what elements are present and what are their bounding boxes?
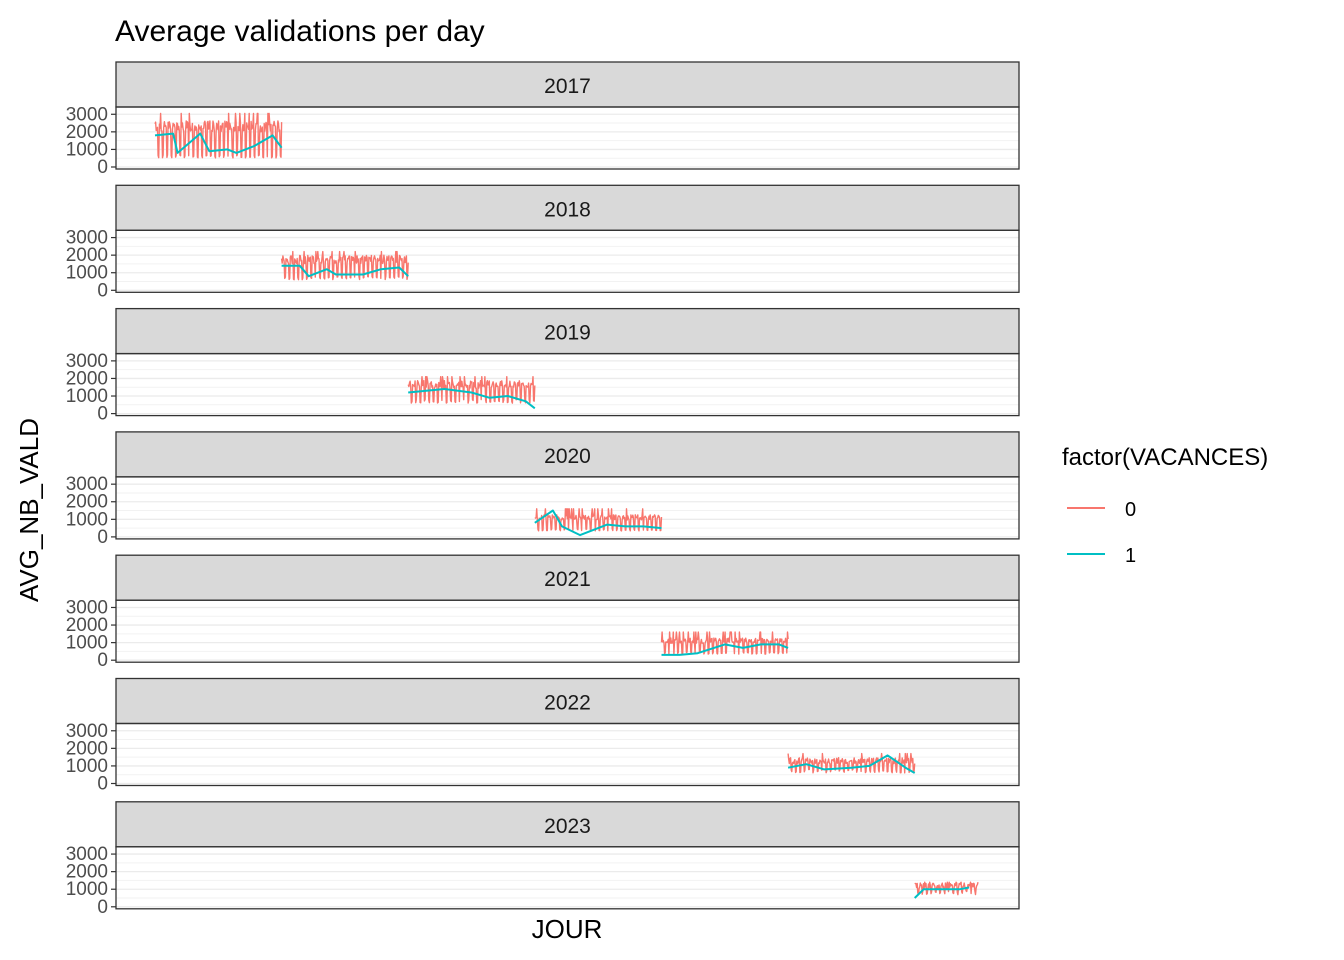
facet-panels: 2017010002000300020180100020003000201901… bbox=[66, 61, 1020, 918]
series-0-line bbox=[787, 752, 916, 774]
y-tick-label: 0 bbox=[97, 280, 108, 301]
facet-strip-label: 2018 bbox=[544, 198, 591, 221]
facet-strip-label: 2017 bbox=[544, 75, 591, 98]
panel-border bbox=[115, 846, 1020, 910]
y-tick-label: 2000 bbox=[66, 615, 108, 636]
y-tick-label: 2000 bbox=[66, 492, 108, 513]
panel-border bbox=[115, 476, 1020, 540]
facet-strip-label: 2022 bbox=[544, 692, 591, 715]
y-tick-label: 3000 bbox=[66, 104, 108, 125]
facet-strip-label: 2021 bbox=[544, 568, 591, 591]
series-0-line bbox=[407, 376, 536, 404]
y-tick-label: 0 bbox=[97, 774, 108, 795]
legend-label-0: 0 bbox=[1125, 499, 1136, 521]
y-tick-label: 1000 bbox=[66, 756, 108, 777]
panel-border bbox=[115, 722, 1020, 787]
facet-strip-label: 2019 bbox=[544, 322, 591, 345]
y-tick-label: 1000 bbox=[66, 633, 108, 654]
y-tick-label: 0 bbox=[97, 527, 108, 548]
legend-label-1: 1 bbox=[1125, 545, 1136, 567]
y-tick-label: 3000 bbox=[66, 844, 108, 865]
series-1-line bbox=[408, 388, 536, 410]
legend-title: factor(VACANCES) bbox=[1062, 444, 1268, 471]
panel-border bbox=[115, 229, 1020, 293]
series-1-line bbox=[914, 886, 970, 899]
y-tick-label: 3000 bbox=[66, 228, 108, 249]
facet-strip bbox=[115, 61, 1020, 108]
facet-strip-label: 2023 bbox=[544, 815, 591, 838]
y-tick-label: 3000 bbox=[66, 474, 108, 495]
y-axis-title: AVG_NB_VALD bbox=[14, 418, 44, 602]
facet-strip bbox=[115, 307, 1020, 355]
series-1-line bbox=[787, 754, 916, 774]
series-0-line bbox=[280, 250, 409, 281]
facet-strip bbox=[115, 801, 1020, 848]
series-1-line bbox=[661, 643, 789, 656]
y-tick-label: 0 bbox=[97, 897, 108, 918]
series-0-line bbox=[154, 112, 283, 159]
y-tick-label: 0 bbox=[97, 404, 108, 425]
series-0-line bbox=[534, 508, 663, 532]
panel-border bbox=[115, 352, 1020, 417]
y-tick-label: 1000 bbox=[66, 139, 108, 160]
y-tick-label: 1000 bbox=[66, 263, 108, 284]
x-axis-title: JOUR bbox=[532, 914, 603, 944]
series-0-line bbox=[660, 631, 789, 655]
y-tick-label: 0 bbox=[97, 650, 108, 671]
panel-border bbox=[115, 599, 1020, 663]
y-tick-label: 2000 bbox=[66, 738, 108, 759]
y-tick-label: 3000 bbox=[66, 721, 108, 742]
panel-border bbox=[115, 106, 1020, 170]
legend: factor(VACANCES) 0 1 bbox=[1062, 444, 1268, 567]
chart-title: Average validations per day bbox=[115, 15, 485, 48]
y-tick-label: 1000 bbox=[66, 509, 108, 530]
y-tick-label: 2000 bbox=[66, 122, 108, 143]
y-tick-label: 3000 bbox=[66, 351, 108, 372]
y-tick-label: 2000 bbox=[66, 245, 108, 266]
y-tick-label: 3000 bbox=[66, 597, 108, 618]
series-1-line bbox=[154, 132, 283, 154]
series-1-line bbox=[281, 264, 409, 278]
y-tick-label: 1000 bbox=[66, 879, 108, 900]
y-tick-label: 2000 bbox=[66, 368, 108, 389]
facet-strip bbox=[115, 184, 1020, 231]
series-1-line bbox=[534, 509, 662, 537]
y-tick-label: 0 bbox=[97, 157, 108, 178]
y-tick-label: 2000 bbox=[66, 862, 108, 883]
facet-strip bbox=[115, 431, 1020, 478]
facet-strip bbox=[115, 554, 1020, 601]
y-tick-label: 1000 bbox=[66, 386, 108, 407]
facet-strip-label: 2020 bbox=[544, 445, 591, 468]
